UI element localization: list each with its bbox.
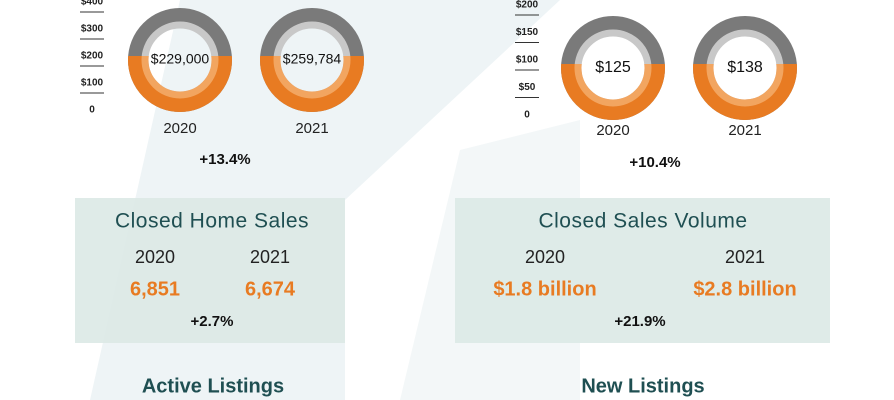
- section-title: Active Listings: [142, 375, 284, 397]
- section-title: New Listings: [581, 375, 704, 397]
- scale-label: $200: [81, 51, 104, 62]
- change: +13.4%: [199, 151, 250, 168]
- donut-fill: [561, 64, 665, 120]
- donut-fill: [693, 64, 797, 120]
- donut-value: $125: [595, 59, 631, 76]
- scale-label: $400: [81, 0, 104, 8]
- year: 2021: [728, 122, 761, 139]
- stat-value: 6,851: [130, 278, 180, 300]
- donuts: [128, 8, 797, 120]
- stat-value: 6,674: [245, 278, 296, 300]
- change: +10.4%: [629, 154, 680, 171]
- scale-label: 0: [89, 105, 95, 116]
- year: 2021: [725, 247, 765, 267]
- scale-label: $300: [81, 24, 104, 35]
- donut-value: $259,784: [283, 51, 342, 67]
- donut-value: $229,000: [151, 51, 210, 67]
- change: +2.7%: [191, 313, 234, 330]
- stat-value: $1.8 billion: [493, 278, 596, 300]
- donut-fill-inner: [141, 56, 219, 99]
- scale-label: $200: [516, 0, 539, 11]
- year: 2021: [295, 120, 328, 137]
- scale-label: $100: [81, 78, 104, 89]
- year: 2020: [135, 247, 175, 267]
- box-title: Closed Sales Volume: [538, 210, 747, 233]
- donut-fill-inner: [574, 64, 652, 107]
- scale-label: $50: [519, 82, 536, 93]
- stat-value: $2.8 billion: [693, 278, 796, 300]
- donut-fill: [260, 56, 364, 112]
- scale-label: $150: [516, 27, 539, 38]
- stat-box: [75, 198, 345, 343]
- year: 2020: [525, 247, 565, 267]
- donut-fill-inner: [273, 56, 351, 99]
- scale-label: $100: [516, 55, 539, 66]
- donut-fill: [128, 56, 232, 112]
- donut-fill-inner: [706, 64, 784, 107]
- scale-label: 0: [524, 110, 530, 121]
- box-title: Closed Home Sales: [115, 210, 309, 233]
- year: 2021: [250, 247, 290, 267]
- scales: $400 $300 $200 $100 0 $200 $150 $100 $50 0: [80, 0, 539, 121]
- change: +21.9%: [614, 313, 665, 330]
- year: 2020: [596, 122, 629, 139]
- donut-value: $138: [727, 59, 763, 76]
- year: 2020: [163, 120, 196, 137]
- stat-box: [455, 198, 830, 343]
